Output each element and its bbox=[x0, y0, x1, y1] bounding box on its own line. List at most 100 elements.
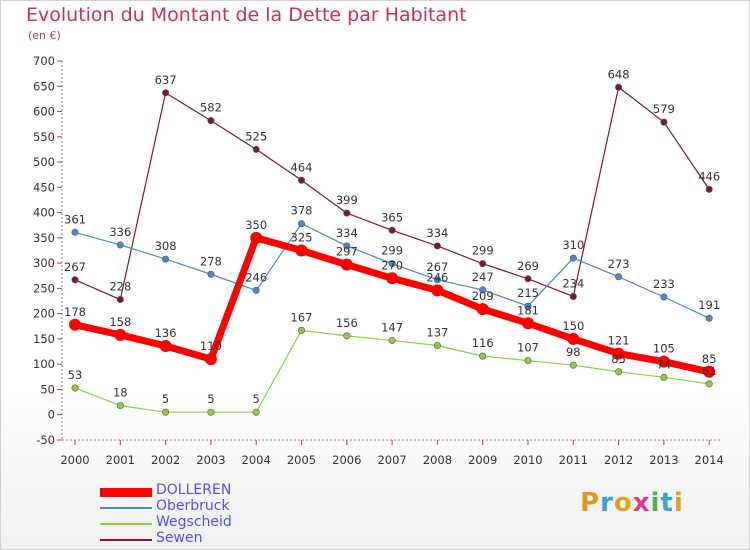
data-point bbox=[388, 260, 396, 268]
data-point bbox=[204, 353, 217, 366]
data-point bbox=[660, 293, 668, 301]
data-label: 74 bbox=[657, 357, 672, 371]
logo-letter: i bbox=[673, 488, 684, 518]
y-tick-label: 300 bbox=[33, 256, 55, 270]
data-label: 399 bbox=[336, 193, 358, 207]
data-point bbox=[615, 368, 623, 376]
data-point bbox=[388, 226, 396, 234]
legend-label: Sewen bbox=[156, 530, 203, 546]
y-tick-label: 50 bbox=[40, 382, 55, 396]
x-tick-label: 2004 bbox=[242, 453, 271, 467]
y-tick-label: 650 bbox=[33, 79, 55, 93]
y-tick-label: 0 bbox=[48, 408, 55, 422]
data-point bbox=[297, 176, 305, 184]
data-label: 378 bbox=[291, 204, 313, 218]
data-point bbox=[433, 276, 441, 284]
data-point bbox=[252, 408, 260, 416]
data-point bbox=[705, 185, 713, 193]
logo-letter: i bbox=[650, 488, 661, 518]
data-point bbox=[71, 384, 79, 392]
data-label: 53 bbox=[68, 368, 83, 382]
data-label: 336 bbox=[109, 225, 131, 239]
data-point bbox=[476, 303, 489, 316]
x-tick-label: 2006 bbox=[332, 453, 361, 467]
data-point bbox=[343, 332, 351, 340]
data-label: 85 bbox=[702, 352, 717, 366]
data-point bbox=[431, 284, 444, 297]
data-label: 178 bbox=[64, 305, 86, 319]
data-label: 98 bbox=[566, 345, 581, 359]
x-tick-label: 2009 bbox=[468, 453, 497, 467]
x-tick-label: 2010 bbox=[513, 453, 542, 467]
data-label: 137 bbox=[426, 326, 448, 340]
data-point bbox=[116, 402, 124, 410]
x-tick-label: 2008 bbox=[423, 453, 452, 467]
y-tick-label: 400 bbox=[33, 206, 55, 220]
data-label: 334 bbox=[426, 226, 448, 240]
x-tick-label: 2001 bbox=[106, 453, 135, 467]
x-tick-label: 2005 bbox=[287, 453, 316, 467]
x-tick-label: 2011 bbox=[559, 453, 588, 467]
data-point bbox=[71, 228, 79, 236]
data-point bbox=[388, 336, 396, 344]
data-point bbox=[343, 242, 351, 250]
data-point bbox=[479, 286, 487, 294]
legend-swatch bbox=[100, 523, 152, 525]
data-label: 121 bbox=[608, 334, 630, 348]
data-label: 85 bbox=[611, 352, 626, 366]
data-point bbox=[116, 241, 124, 249]
data-point bbox=[615, 83, 623, 91]
data-label: 334 bbox=[336, 226, 358, 240]
proxiti-logo: Proxiti bbox=[580, 488, 684, 518]
data-label: 267 bbox=[426, 260, 448, 274]
data-point bbox=[297, 220, 305, 228]
data-label: 215 bbox=[517, 286, 539, 300]
data-point bbox=[340, 258, 353, 271]
y-tick-label: 550 bbox=[33, 130, 55, 144]
data-point bbox=[386, 272, 399, 285]
legend-label: DOLLEREN bbox=[156, 482, 232, 498]
data-label: 350 bbox=[245, 218, 267, 232]
data-label: 308 bbox=[155, 239, 177, 253]
logo-letter: P bbox=[580, 488, 601, 518]
data-point bbox=[705, 314, 713, 322]
data-label: 167 bbox=[291, 310, 313, 324]
logo-letter: o bbox=[613, 488, 633, 518]
data-label: 181 bbox=[517, 303, 539, 317]
data-label: 116 bbox=[472, 336, 494, 350]
data-point bbox=[479, 260, 487, 268]
data-point bbox=[162, 255, 170, 263]
data-label: 246 bbox=[245, 270, 267, 284]
data-point bbox=[114, 328, 127, 341]
data-label: 61 bbox=[702, 364, 717, 378]
data-point bbox=[162, 408, 170, 416]
y-tick-label: 700 bbox=[33, 54, 55, 68]
data-point bbox=[569, 292, 577, 300]
data-point bbox=[524, 357, 532, 365]
y-tick-label: 600 bbox=[33, 105, 55, 119]
data-point bbox=[479, 352, 487, 360]
data-point bbox=[207, 270, 215, 278]
data-label: 234 bbox=[562, 276, 584, 290]
data-point bbox=[252, 145, 260, 153]
data-point bbox=[524, 302, 532, 310]
x-tick-label: 2003 bbox=[196, 453, 225, 467]
data-point bbox=[162, 89, 170, 97]
data-point bbox=[657, 355, 670, 368]
data-label: 150 bbox=[562, 319, 584, 333]
y-tick-label: 450 bbox=[33, 180, 55, 194]
data-point bbox=[159, 340, 172, 353]
data-point bbox=[567, 332, 580, 345]
chart-unit-label: (en €) bbox=[28, 29, 61, 42]
data-point bbox=[343, 209, 351, 217]
logo-letter: r bbox=[600, 488, 614, 518]
y-tick-label: -50 bbox=[36, 433, 55, 447]
data-label: 325 bbox=[291, 231, 313, 245]
data-point bbox=[207, 408, 215, 416]
data-label: 297 bbox=[336, 245, 358, 259]
data-label: 365 bbox=[381, 210, 403, 224]
data-label: 299 bbox=[472, 244, 494, 258]
data-point bbox=[71, 276, 79, 284]
data-label: 5 bbox=[207, 392, 214, 406]
